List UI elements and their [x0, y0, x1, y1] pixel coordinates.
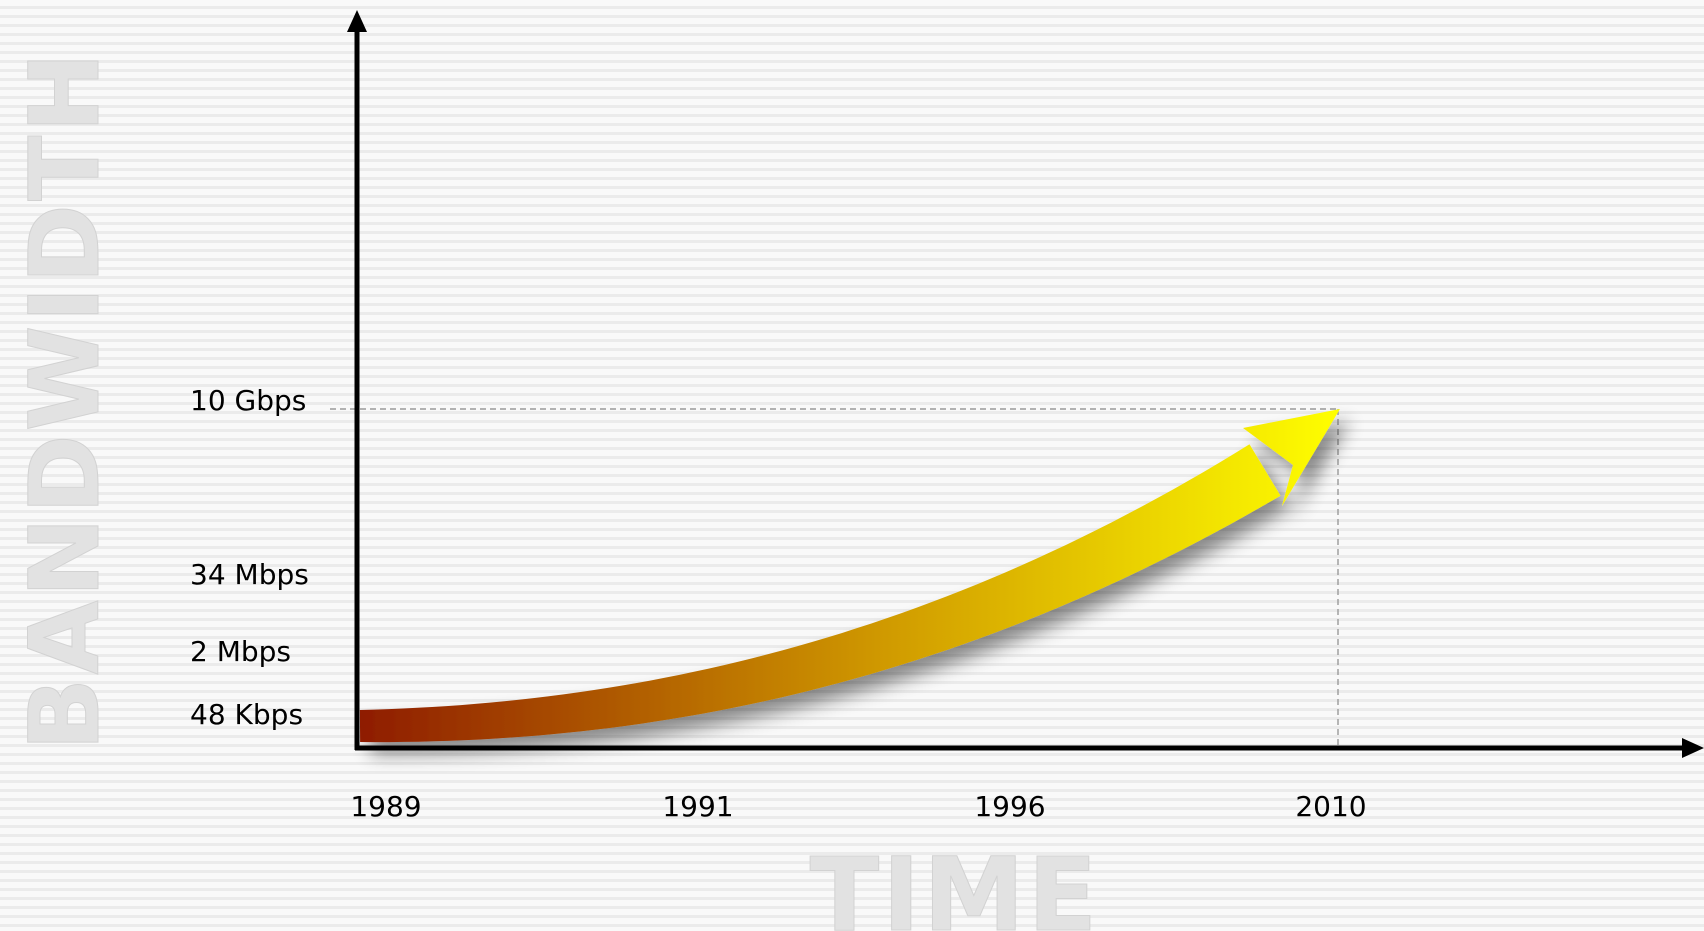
growth-arrow [359, 409, 1340, 743]
growth-arrow-head [1243, 409, 1340, 506]
y-tick-label: 10 Gbps [190, 384, 306, 417]
x-axis-title: TIME [810, 836, 1101, 931]
axes [347, 10, 1704, 758]
y-axis-arrowhead [347, 10, 367, 32]
x-axis-arrowhead [1682, 738, 1704, 758]
y-tick-label: 2 Mbps [190, 635, 291, 668]
y-tick-label: 34 Mbps [190, 558, 309, 591]
growth-curve [359, 444, 1281, 743]
x-tick-label: 1991 [662, 790, 733, 823]
x-tick-label: 2010 [1295, 790, 1366, 823]
y-tick-labels: 48 Kbps 2 Mbps 34 Mbps 10 Gbps [190, 384, 309, 731]
x-tick-label: 1989 [350, 790, 421, 823]
x-tick-label: 1996 [974, 790, 1045, 823]
y-axis-title: BANDWIDTH [9, 49, 121, 751]
y-tick-label: 48 Kbps [190, 698, 303, 731]
x-tick-labels: 1989 1991 1996 2010 [350, 790, 1366, 823]
